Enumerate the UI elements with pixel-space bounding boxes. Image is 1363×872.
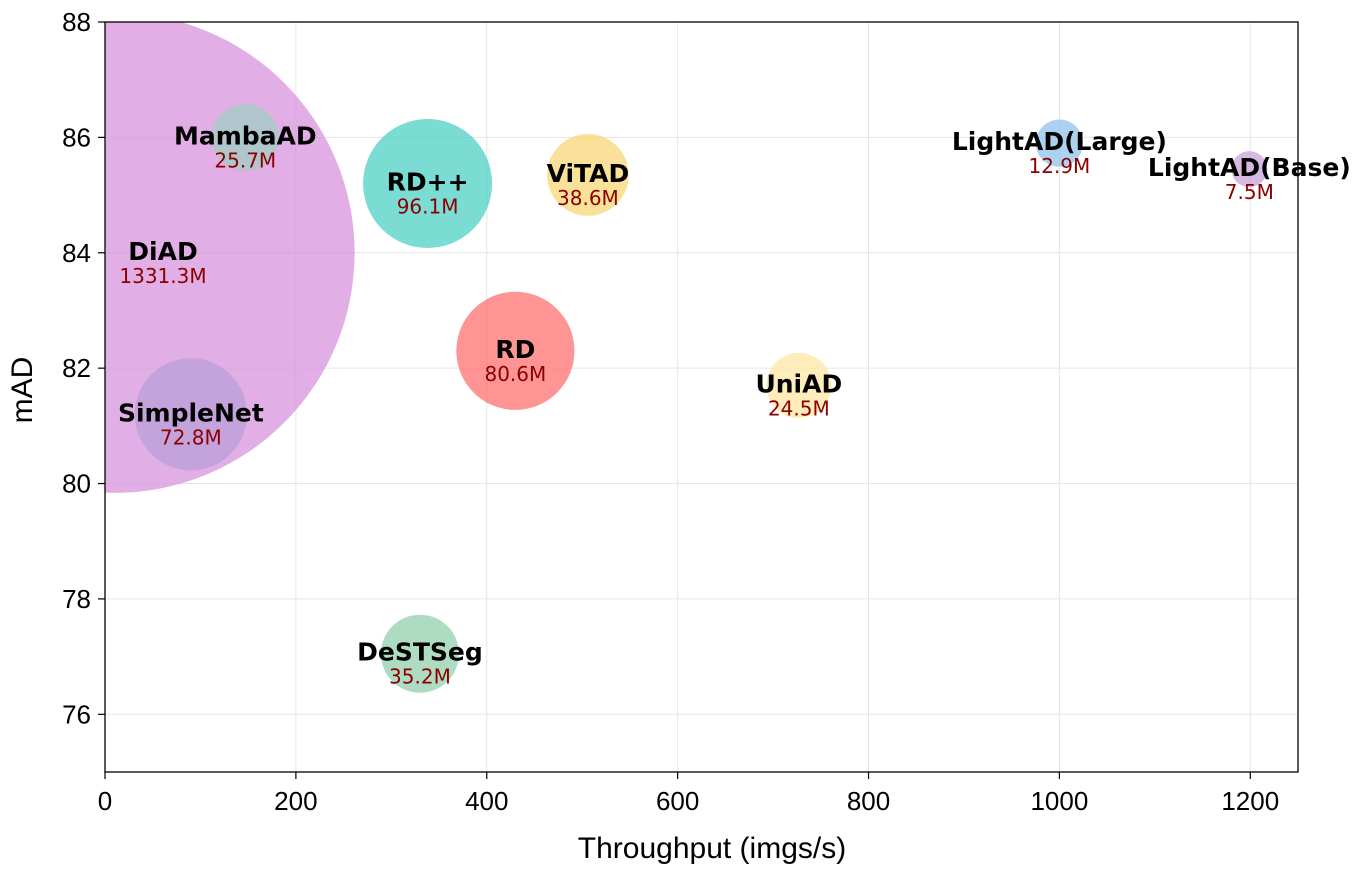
label-lightad-base-: LightAD(Base) (1148, 153, 1351, 182)
label-mambaad: MambaAD (174, 121, 317, 150)
bubble-destseg (380, 614, 459, 693)
x-tick-label: 0 (98, 786, 112, 816)
param-lightad-large-: 12.9M (1029, 154, 1091, 178)
label-vitad: ViTAD (547, 159, 630, 188)
y-tick-label: 84 (62, 238, 91, 268)
plot-frame (104, 21, 1299, 773)
param-destseg: 35.2M (389, 665, 451, 689)
param-mambaad: 25.7M (214, 148, 276, 172)
bubble-vitad (547, 134, 629, 216)
bubble-layer (105, 22, 1268, 693)
bubble-mambaad (211, 104, 279, 171)
y-tick-label: 82 (62, 353, 91, 383)
label-simplenet: SimpleNet (118, 398, 264, 427)
label-rd-: RD++ (387, 168, 469, 197)
x-tick-label: 400 (465, 786, 508, 816)
y-tick-label: 78 (62, 584, 91, 614)
param-simplenet: 72.8M (160, 425, 222, 449)
label-destseg: DeSTSeg (357, 638, 483, 667)
axis-layer: 0 200 400 600 800 1000 1200 76 78 80 82 84 86 88 (62, 7, 1299, 816)
x-tick-label: 200 (274, 786, 317, 816)
x-tick-label: 1200 (1221, 786, 1279, 816)
bubble-rd- (363, 119, 493, 249)
bubble-lightad-base- (1231, 151, 1268, 188)
param-vitad: 38.6M (557, 186, 619, 210)
bubble-rd (456, 291, 575, 410)
label-uniad: UniAD (755, 369, 842, 398)
bubble-simplenet (134, 358, 248, 471)
x-axis-title: Throughput (imgs/s) (578, 832, 846, 865)
x-tick-label: 600 (656, 786, 699, 816)
label-rd: RD (495, 335, 535, 364)
y-axis-title: mAD (6, 357, 39, 424)
param-diad: 1331.3M (119, 264, 206, 288)
y-tick-label: 88 (62, 7, 91, 37)
bubble-uniad (766, 352, 832, 419)
x-tick-label: 1000 (1030, 786, 1088, 816)
bubble-lightad-large- (1035, 119, 1084, 167)
param-rd: 80.6M (484, 362, 546, 386)
y-tick-label: 86 (62, 122, 91, 152)
label-diad: DiAD (128, 237, 197, 266)
x-tick-label: 800 (847, 786, 890, 816)
param-rd-: 96.1M (397, 195, 459, 219)
y-tick-label: 76 (62, 699, 91, 729)
y-tick-label: 80 (62, 469, 91, 499)
label-lightad-large-: LightAD(Large) (952, 127, 1167, 156)
param-uniad: 24.5M (768, 396, 830, 420)
param-lightad-base-: 7.5M (1225, 180, 1274, 204)
